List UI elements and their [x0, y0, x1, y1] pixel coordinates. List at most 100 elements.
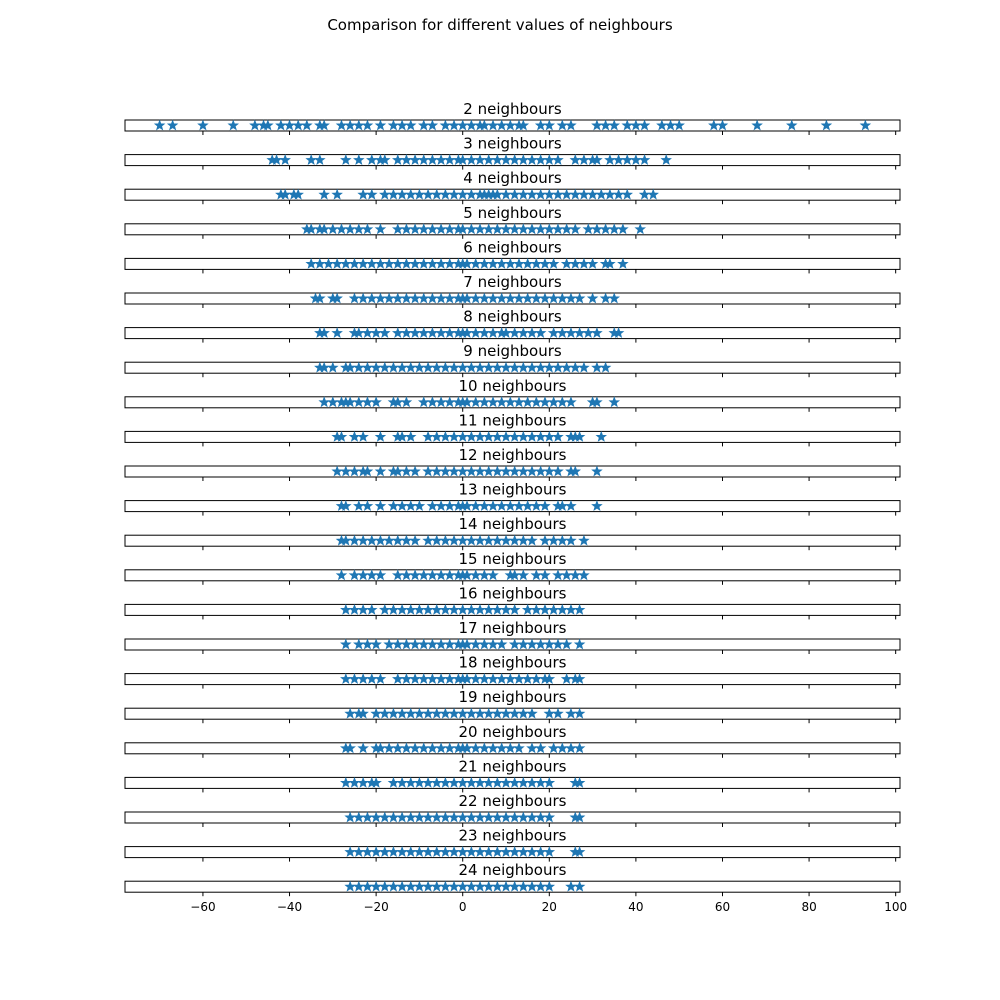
data-point	[491, 361, 504, 373]
data-point	[508, 430, 521, 442]
data-point	[599, 119, 612, 131]
data-point	[469, 257, 482, 269]
data-point	[366, 534, 378, 546]
data-point	[469, 327, 482, 338]
data-point	[469, 500, 482, 511]
data-point	[504, 742, 517, 754]
data-point	[504, 257, 517, 269]
data-point	[534, 742, 547, 754]
data-point	[469, 742, 482, 754]
panel-title: 5 neighbours	[463, 204, 562, 222]
data-point	[379, 811, 391, 823]
panel-title: 6 neighbours	[463, 238, 562, 256]
panel-title: 16 neighbours	[459, 584, 567, 602]
data-point	[353, 119, 365, 131]
data-point	[534, 188, 547, 200]
data-point	[348, 569, 361, 581]
data-point	[353, 154, 365, 165]
data-point	[456, 430, 469, 442]
data-point	[500, 430, 512, 442]
data-point	[443, 396, 456, 408]
x-tick-label: −40	[277, 900, 302, 914]
data-point	[283, 119, 296, 131]
data-point	[374, 465, 387, 477]
data-point	[357, 742, 369, 754]
data-point	[569, 257, 582, 269]
panel-title: 15 neighbours	[459, 550, 567, 568]
data-point	[366, 188, 378, 200]
panel-frame	[124, 430, 901, 443]
data-point	[495, 638, 508, 650]
data-point	[539, 257, 551, 269]
data-point	[465, 361, 478, 373]
panel-title: 19 neighbours	[459, 688, 567, 706]
data-point	[565, 500, 577, 511]
data-point	[430, 188, 443, 200]
data-point	[357, 292, 369, 304]
data-point	[539, 603, 551, 615]
data-point	[599, 361, 612, 373]
data-point	[534, 811, 547, 823]
data-point	[400, 292, 413, 304]
data-point	[556, 603, 569, 615]
data-point	[591, 465, 603, 477]
data-point	[379, 327, 391, 338]
data-point	[249, 119, 261, 131]
data-point	[348, 465, 361, 477]
data-point	[508, 846, 521, 857]
data-point	[405, 880, 417, 892]
data-point	[413, 361, 426, 373]
data-point	[591, 396, 603, 408]
panel-frame	[124, 569, 901, 582]
data-point	[539, 569, 551, 581]
data-point	[482, 603, 495, 615]
data-point	[482, 361, 495, 373]
data-point	[465, 811, 478, 823]
data-point	[526, 846, 538, 857]
data-point	[673, 119, 685, 131]
data-point	[396, 880, 408, 892]
data-point	[405, 776, 417, 788]
data-point	[361, 500, 374, 511]
data-point	[340, 257, 352, 269]
data-point	[517, 811, 530, 823]
data-point	[383, 534, 395, 546]
data-point	[478, 500, 491, 511]
data-point	[474, 361, 486, 373]
panel-5: 6 neighbours	[124, 238, 901, 274]
data-point	[344, 707, 356, 719]
data-point	[547, 603, 560, 615]
data-point	[331, 465, 343, 477]
data-point	[530, 603, 543, 615]
data-point	[621, 188, 633, 200]
data-point	[513, 396, 525, 408]
data-point	[448, 534, 460, 546]
data-point	[500, 534, 512, 546]
data-point	[482, 430, 495, 442]
data-point	[456, 880, 469, 892]
data-point	[526, 880, 538, 892]
data-point	[599, 292, 612, 304]
data-point	[383, 742, 395, 754]
data-point	[318, 327, 330, 338]
data-point	[465, 154, 478, 165]
data-point	[435, 673, 447, 684]
data-point	[487, 500, 499, 511]
data-point	[565, 119, 577, 131]
data-point	[366, 569, 378, 581]
data-point	[634, 223, 646, 235]
panel-11: 12 neighbours	[124, 446, 901, 481]
data-point	[539, 396, 551, 408]
data-point	[591, 223, 603, 235]
data-point	[565, 396, 577, 408]
data-point	[543, 223, 556, 235]
data-point	[552, 188, 564, 200]
data-point	[422, 361, 434, 373]
data-point	[344, 119, 356, 131]
figure-title: Comparison for different values of neigh…	[327, 16, 673, 34]
data-point	[435, 638, 447, 650]
data-point	[478, 396, 491, 408]
data-point	[716, 119, 729, 131]
data-point	[491, 846, 504, 857]
data-point	[565, 292, 577, 304]
